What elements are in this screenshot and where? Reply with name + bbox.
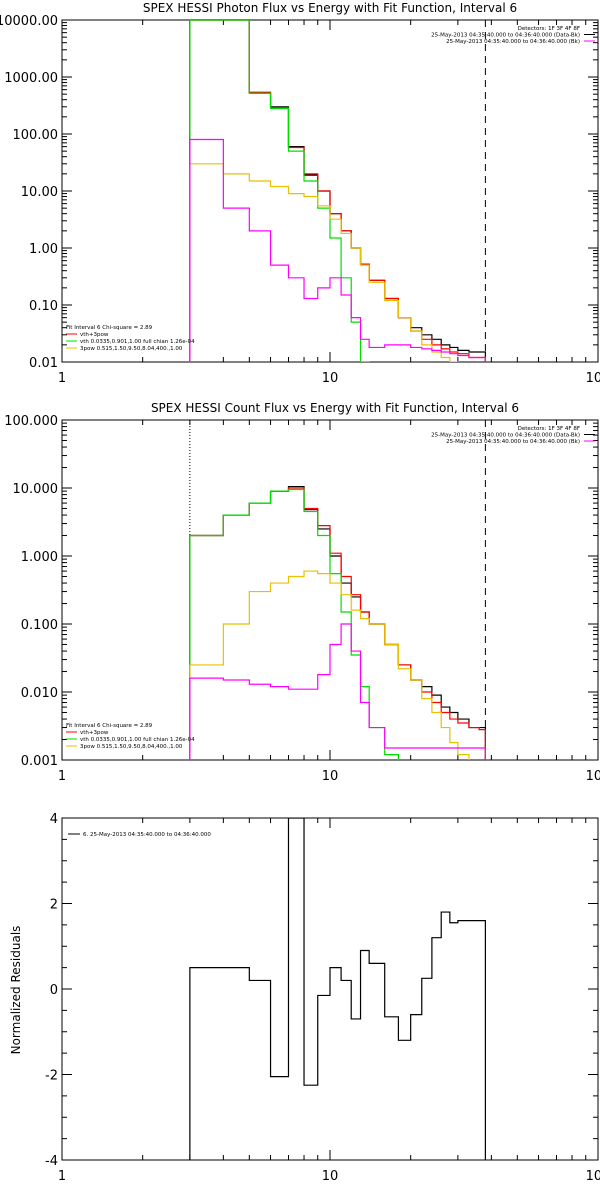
y-tick-label: 10000.00 (0, 14, 58, 29)
y-tick-label: 10.00 (21, 185, 58, 200)
legend-bl-entry: Fit Interval 6 Chi-square = 2.89 (66, 325, 153, 331)
series-vth-3pow (189, 20, 486, 362)
y-tick-label: 0.10 (29, 299, 58, 314)
legend-bl-entry: vth+3pow (80, 730, 109, 736)
legend-tr-entry: 25-May-2013 04:35:40.000 to 04:36:40.000… (431, 433, 580, 439)
series-vth (189, 20, 370, 362)
legend-bl-entry: Fit Interval 6 Chi-square = 2.89 (66, 723, 153, 729)
y-tick-label: 100.00 (13, 128, 59, 143)
y-tick-label: 0.01 (29, 356, 58, 371)
y-tick-label: -2 (45, 1069, 58, 1084)
y-tick-label: 1.00 (29, 242, 58, 257)
series-bk (189, 623, 486, 760)
series-group (189, 485, 486, 760)
series-bk (189, 138, 486, 362)
x-tick-label: 10 (322, 371, 339, 386)
x-tick-label: 10 (322, 769, 339, 784)
legend-bl-entry: 3pow 0.515,1.50,9.50,8.04,400.,1.00 (80, 346, 183, 352)
series-data-bk (189, 20, 486, 362)
legend-tr-entry: 25-May-2013 04:35:40.000 to 04:36:40.000… (446, 439, 580, 445)
legend-tr-entry: Detectors: 1F 3F 4F 8F (518, 426, 580, 432)
series-group (189, 20, 486, 362)
legend-tr-entry: 25-May-2013 04:35:40.000 to 04:36:40.000… (446, 39, 580, 45)
x-tick-label: 1 (58, 1169, 66, 1184)
x-tick-label: 100 (586, 371, 600, 386)
legend-bl-entry: vth 0.0335,0.901,1.00 full chian 1.26e-0… (80, 339, 195, 345)
y-tick-label: 1000.00 (4, 71, 58, 86)
x-tick-label: 1 (58, 769, 66, 784)
count-panel-title: SPEX HESSI Count Flux vs Energy with Fit… (151, 401, 519, 415)
y-tick-label: 0.010 (21, 686, 58, 701)
photon-flux-panel: SPEX HESSI Photon Flux vs Energy with Fi… (0, 1, 600, 386)
legend-bl-entry: vth+3pow (80, 332, 109, 338)
y-tick-label: 4 (50, 812, 58, 827)
count-flux-panel: SPEX HESSI Count Flux vs Energy with Fit… (4, 401, 600, 784)
residuals-ylabel: Normalized Residuals (9, 926, 23, 1055)
y-tick-label: 100.000 (4, 414, 58, 429)
x-tick-label: 100 (586, 769, 600, 784)
series-3pow (189, 570, 470, 760)
legend-tr-entry: 25-May-2013 04:35:40.000 to 04:36:40.000… (431, 33, 580, 39)
photon-panel-title: SPEX HESSI Photon Flux vs Energy with Fi… (143, 1, 517, 15)
x-tick-label: 100 (586, 1169, 600, 1184)
x-tick-label: 10 (322, 1169, 339, 1184)
series-group (189, 818, 486, 1160)
y-tick-label: 10.000 (13, 482, 59, 497)
y-tick-label: 1.000 (21, 550, 58, 565)
plot-frame (61, 419, 599, 761)
x-tick-label: 1 (58, 371, 66, 386)
legend-tl-entry: 6. 25-May-2013 04:35:40.000 to 04:36:40.… (83, 832, 211, 838)
legend-bl-entry: vth 0.0335,0.901,1.00 full chian 1.26e-0… (80, 737, 195, 743)
y-tick-label: 0.100 (21, 618, 58, 633)
series-6-25-may-2013-04-35-40-000-to-04-36-40-000 (189, 818, 486, 1160)
y-tick-label: 0.001 (21, 754, 58, 769)
y-tick-label: 2 (50, 898, 58, 913)
series-3pow (189, 163, 459, 362)
legend-bl-entry: 3pow 0.515,1.50,9.50,8.04,400.,1.00 (80, 744, 183, 750)
residuals-panel: Normalized Residuals 1 10 100 -4 -2 0 2 4 6. 25-… (9, 812, 600, 1184)
legend-tr-entry: Detectors: 1F 3F 4F 8F (518, 26, 580, 32)
y-tick-label: 0 (50, 983, 58, 998)
y-tick-label: -4 (45, 1154, 58, 1169)
